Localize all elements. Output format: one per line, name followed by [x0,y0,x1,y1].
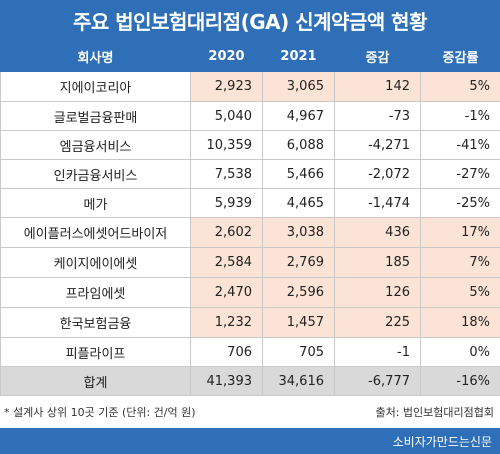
value-2020: 10,359 [190,130,263,160]
value-2020: 2,602 [190,217,263,248]
value-rate: 18% [420,307,500,338]
value-rate: 0% [420,337,500,367]
header-diff: 증감 [334,40,421,72]
value-2021: 4,967 [262,101,335,131]
value-2020: 706 [190,337,263,367]
total-2021: 34,616 [262,366,335,396]
value-diff: -2,072 [334,159,421,189]
total-label: 합계 [0,366,191,396]
source-credit: 출처: 법인보험대리점협회 [375,406,494,419]
value-rate: 5% [420,277,500,308]
value-rate: -1% [420,101,500,131]
value-2021: 6,088 [262,130,335,160]
value-2021: 2,769 [262,247,335,278]
value-2020: 5,939 [190,188,263,218]
table-row: 에이플러스에셋어드바이저 2,602 3,038 436 17% [0,217,500,248]
header-rate: 증감률 [420,40,500,72]
header-row: 회사명 2020 2021 증감 증감률 [0,40,500,72]
value-2021: 4,465 [262,188,335,218]
company-name: 에이플러스에셋어드바이저 [0,217,191,248]
header-2021: 2021 [262,40,335,72]
value-diff: 142 [334,71,421,102]
header-company: 회사명 [0,40,191,72]
value-diff: 436 [334,217,421,248]
table-row: 프라임에셋 2,470 2,596 126 5% [0,277,500,308]
value-2020: 5,040 [190,101,263,131]
table-row: 인카금융서비스 7,538 5,466 -2,072 -27% [0,159,500,189]
brand-bar: 소비자가만드는신문 [0,428,500,454]
table-row: 글로벌금융판매 5,040 4,967 -73 -1% [0,101,500,131]
company-name: 엠금융서비스 [0,130,191,160]
value-rate: 7% [420,247,500,278]
value-2020: 2,923 [190,71,263,102]
value-diff: -4,271 [334,130,421,160]
value-2021: 705 [262,337,335,367]
value-2021: 5,466 [262,159,335,189]
value-2021: 1,457 [262,307,335,338]
data-table: 회사명 2020 2021 증감 증감률 지에이코리아 2,923 3,065 … [0,40,500,396]
value-2021: 3,065 [262,71,335,102]
value-diff: -1 [334,337,421,367]
value-2021: 3,038 [262,217,335,248]
footnote: * 설계사 상위 10곳 기준 (단위: 건/억 원) [4,406,196,419]
value-diff: -1,474 [334,188,421,218]
table-row: 한국보험금융 1,232 1,457 225 18% [0,307,500,338]
value-diff: 126 [334,277,421,308]
header-2020: 2020 [190,40,263,72]
value-rate: -27% [420,159,500,189]
value-2020: 2,584 [190,247,263,278]
table-row: 케이지에이에셋 2,584 2,769 185 7% [0,247,500,278]
company-name: 한국보험금융 [0,307,191,338]
value-2020: 1,232 [190,307,263,338]
title-bar: 주요 법인보험대리점(GA) 신계약금액 현황 [0,0,500,40]
total-rate: -16% [420,366,500,396]
value-2020: 7,538 [190,159,263,189]
company-name: 글로벌금융판매 [0,101,191,131]
value-rate: 17% [420,217,500,248]
value-rate: 5% [420,71,500,102]
brand-label: 소비자가만드는신문 [392,434,492,449]
table-row: 메가 5,939 4,465 -1,474 -25% [0,188,500,218]
table-row: 엠금융서비스 10,359 6,088 -4,271 -41% [0,130,500,160]
value-diff: 185 [334,247,421,278]
company-name: 케이지에이에셋 [0,247,191,278]
company-name: 메가 [0,188,191,218]
company-name: 지에이코리아 [0,71,191,102]
table-row: 피플라이프 706 705 -1 0% [0,337,500,367]
value-2020: 2,470 [190,277,263,308]
value-rate: -25% [420,188,500,218]
company-name: 프라임에셋 [0,277,191,308]
value-rate: -41% [420,130,500,160]
value-diff: -73 [334,101,421,131]
value-diff: 225 [334,307,421,338]
company-name: 인카금융서비스 [0,159,191,189]
data-table-wrap: 회사명 2020 2021 증감 증감률 지에이코리아 2,923 3,065 … [0,40,500,396]
table-row: 지에이코리아 2,923 3,065 142 5% [0,71,500,102]
table-title: 주요 법인보험대리점(GA) 신계약금액 현황 [73,9,427,34]
value-2021: 2,596 [262,277,335,308]
total-2020: 41,393 [190,366,263,396]
company-name: 피플라이프 [0,337,191,367]
total-row: 합계 41,393 34,616 -6,777 -16% [0,366,500,396]
total-diff: -6,777 [334,366,421,396]
